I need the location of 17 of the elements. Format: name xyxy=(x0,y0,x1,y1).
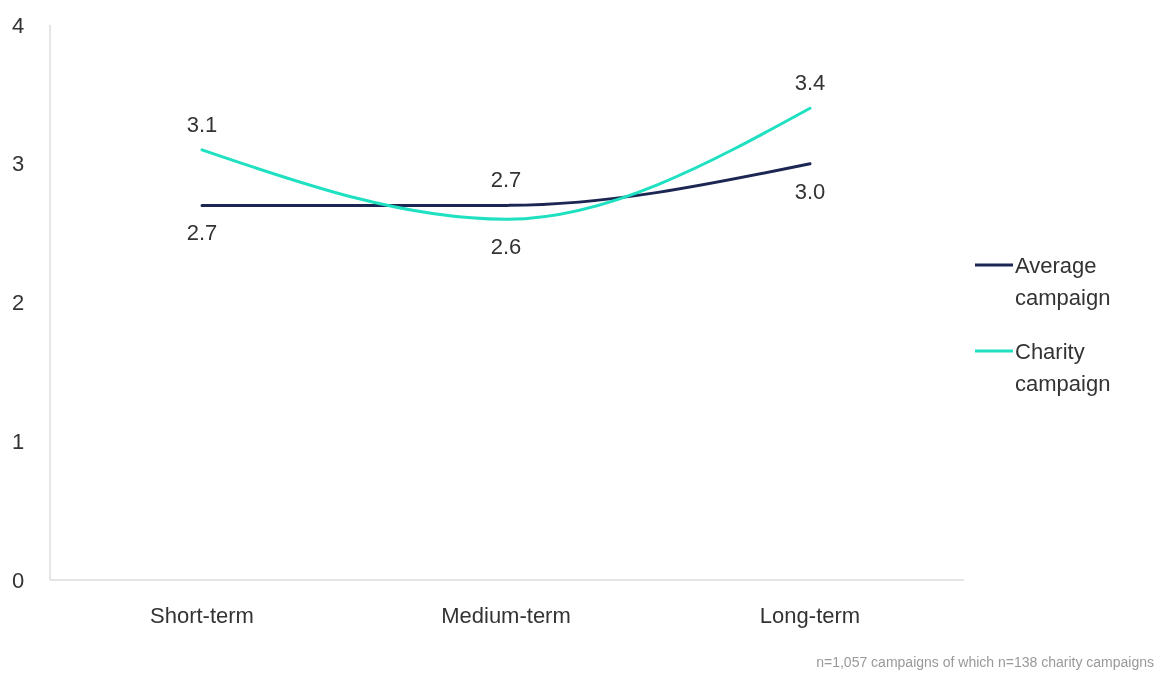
y-tick-label: 3 xyxy=(11,151,25,177)
legend-label: Charity campaign xyxy=(1015,338,1111,396)
x-tick-label: Medium-term xyxy=(441,603,571,628)
data-label: 3.1 xyxy=(186,111,218,137)
data-label: 2.6 xyxy=(490,234,522,260)
legend-label: Average campaign xyxy=(1015,252,1111,310)
data-label: 3.4 xyxy=(794,70,826,96)
y-tick-label: 0 xyxy=(11,567,25,593)
y-tick-label: 1 xyxy=(11,428,25,454)
y-tick-label: 2 xyxy=(11,290,25,316)
text: n=1,057 campaigns of which n=138 charity campaigns xyxy=(816,654,1154,670)
x-tick-label: Long-term xyxy=(759,603,861,628)
data-label: 2.7 xyxy=(490,167,522,193)
x-tick-label: Short-term xyxy=(150,603,254,628)
data-label: 2.7 xyxy=(186,220,218,246)
y-tick-label: 4 xyxy=(11,12,25,38)
data-label: 3.0 xyxy=(794,178,826,204)
